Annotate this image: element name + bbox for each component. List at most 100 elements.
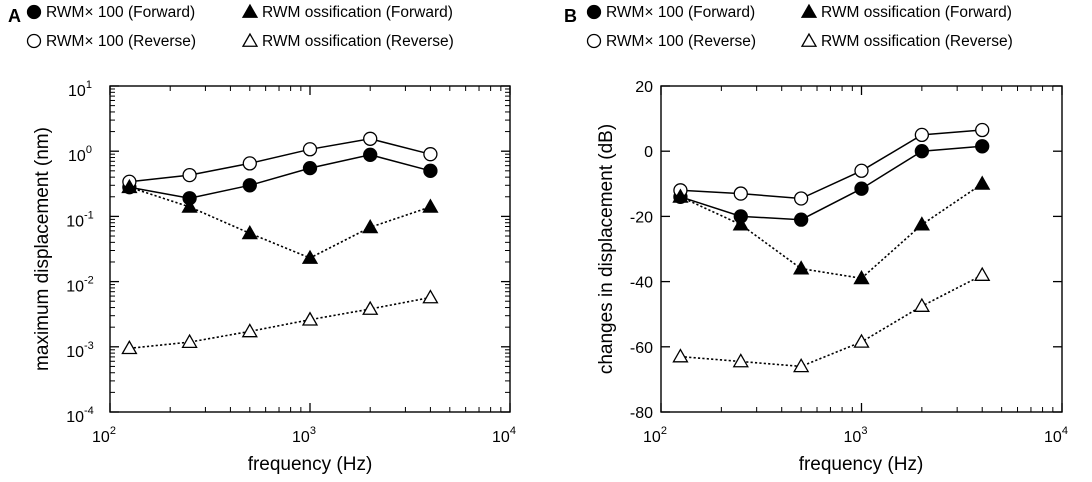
x-tick-label: 104 — [1044, 425, 1068, 446]
y-tick-label: 10-3 — [66, 340, 94, 361]
legend-label: RWM× 100 (Forward) — [606, 4, 755, 21]
tick-base: 10 — [1044, 429, 1062, 446]
series-line-3 — [680, 274, 983, 368]
series-3-point — [853, 333, 870, 348]
tick-exponent: -3 — [84, 340, 94, 352]
series-2-point — [181, 198, 198, 213]
y-tick-label: 101 — [68, 79, 92, 100]
series-1-point — [854, 163, 869, 178]
tick-exponent: -2 — [84, 275, 94, 287]
tick-exponent: 0 — [86, 144, 92, 156]
legend-marker — [241, 32, 259, 47]
series-0-point — [793, 212, 809, 227]
tick-base: 10 — [292, 429, 310, 446]
tick-base: 10 — [844, 429, 862, 446]
series-line-2 — [680, 183, 983, 280]
series-2-point — [241, 225, 258, 240]
series-line-3 — [129, 296, 431, 350]
y-tick-label: 20 — [635, 79, 653, 96]
panel-letter: A — [8, 6, 21, 26]
series-line-1 — [129, 138, 431, 183]
series-0-point — [363, 147, 378, 162]
series-1-point — [182, 167, 197, 183]
series-3-point — [732, 353, 749, 368]
y-tick-label: -40 — [630, 275, 653, 292]
tick-base: 10 — [66, 213, 84, 230]
tick-base: 10 — [68, 83, 86, 100]
y-tick-label: 100 — [68, 144, 92, 165]
legend-label: RWM ossification (Forward) — [821, 4, 1012, 21]
series-3-point — [181, 333, 198, 349]
series-3-point — [793, 358, 810, 373]
series-1-point — [733, 186, 748, 201]
series-line-2 — [129, 186, 431, 259]
series-1-point — [793, 191, 809, 206]
tick-base: 10 — [66, 344, 84, 361]
series-1-point — [914, 127, 930, 143]
tick-exponent: 3 — [310, 425, 316, 437]
series-0-point — [242, 178, 257, 193]
panel-A: A RWM× 100 (Forward) RWM ossification (For… — [8, 3, 516, 475]
series-1-point — [423, 147, 438, 162]
legend-label: RWM ossification (Forward) — [262, 4, 453, 21]
series-0-point — [914, 144, 930, 159]
y-tick-label: 0 — [644, 144, 653, 161]
legend-marker — [241, 3, 259, 18]
series-0-point — [975, 139, 990, 154]
legend-marker — [800, 32, 818, 47]
series-2-point — [793, 260, 810, 275]
series-3-point — [974, 266, 991, 281]
series-2-point — [732, 216, 749, 231]
y-tick-label: 10-4 — [66, 405, 94, 426]
series-3-point — [362, 300, 379, 315]
x-tick-label: 102 — [643, 425, 667, 446]
series-3-point — [121, 339, 138, 355]
tick-base: 10 — [66, 279, 84, 296]
tick-exponent: 2 — [661, 425, 667, 437]
tick-base: 10 — [66, 409, 84, 426]
plot-frame — [109, 85, 511, 413]
series-line-0 — [680, 145, 983, 221]
series-2-point — [121, 178, 138, 194]
series-2-point — [913, 216, 930, 231]
y-tick-label: -80 — [630, 405, 653, 422]
series-1-point — [363, 131, 378, 146]
legend-marker — [26, 4, 42, 20]
legend-marker — [586, 4, 602, 20]
y-axis: -80 -60 -40 -20 0 20 — [630, 79, 1062, 422]
x-tick-label: 103 — [292, 425, 316, 446]
tick-exponent: 3 — [861, 425, 867, 437]
x-tick-label: 104 — [492, 425, 516, 446]
y-tick-label: -60 — [630, 340, 653, 357]
legend-marker — [26, 33, 42, 49]
y-axis-title: maximum displacement (nm) — [32, 127, 53, 371]
series-3-point — [672, 348, 689, 363]
tick-base: 10 — [492, 429, 510, 446]
tick-exponent: 2 — [110, 425, 116, 437]
legend-label: RWM ossification (Reverse) — [821, 33, 1013, 50]
tick-exponent: 1 — [86, 79, 92, 91]
legend-label: RWM ossification (Reverse) — [262, 33, 454, 50]
legend-marker — [800, 3, 818, 18]
x-axis: 102 103 104 — [643, 86, 1068, 446]
series-0-point — [423, 163, 438, 178]
series-2-point — [853, 270, 870, 285]
panel-B: B RWM× 100 (Forward) RWM ossification (For… — [564, 3, 1068, 475]
tick-base: 10 — [92, 429, 110, 446]
series-3-point — [241, 323, 258, 338]
series-1-point — [242, 156, 257, 171]
series-2-point — [974, 175, 991, 190]
legend-marker — [586, 33, 602, 49]
x-axis: 102 103 104 — [92, 86, 516, 446]
legend-label: RWM× 100 (Reverse) — [606, 33, 756, 50]
series-2-point — [672, 188, 689, 203]
tick-exponent: 4 — [510, 425, 516, 437]
series-3-point — [422, 289, 439, 304]
legend-label: RWM× 100 (Forward) — [46, 4, 195, 21]
x-tick-label: 102 — [92, 425, 116, 446]
tick-exponent: 4 — [1062, 425, 1068, 437]
legend-label: RWM× 100 (Reverse) — [46, 33, 196, 50]
tick-base: 10 — [643, 429, 661, 446]
legend: RWM× 100 (Forward) RWM ossification (Forw… — [586, 3, 1013, 50]
